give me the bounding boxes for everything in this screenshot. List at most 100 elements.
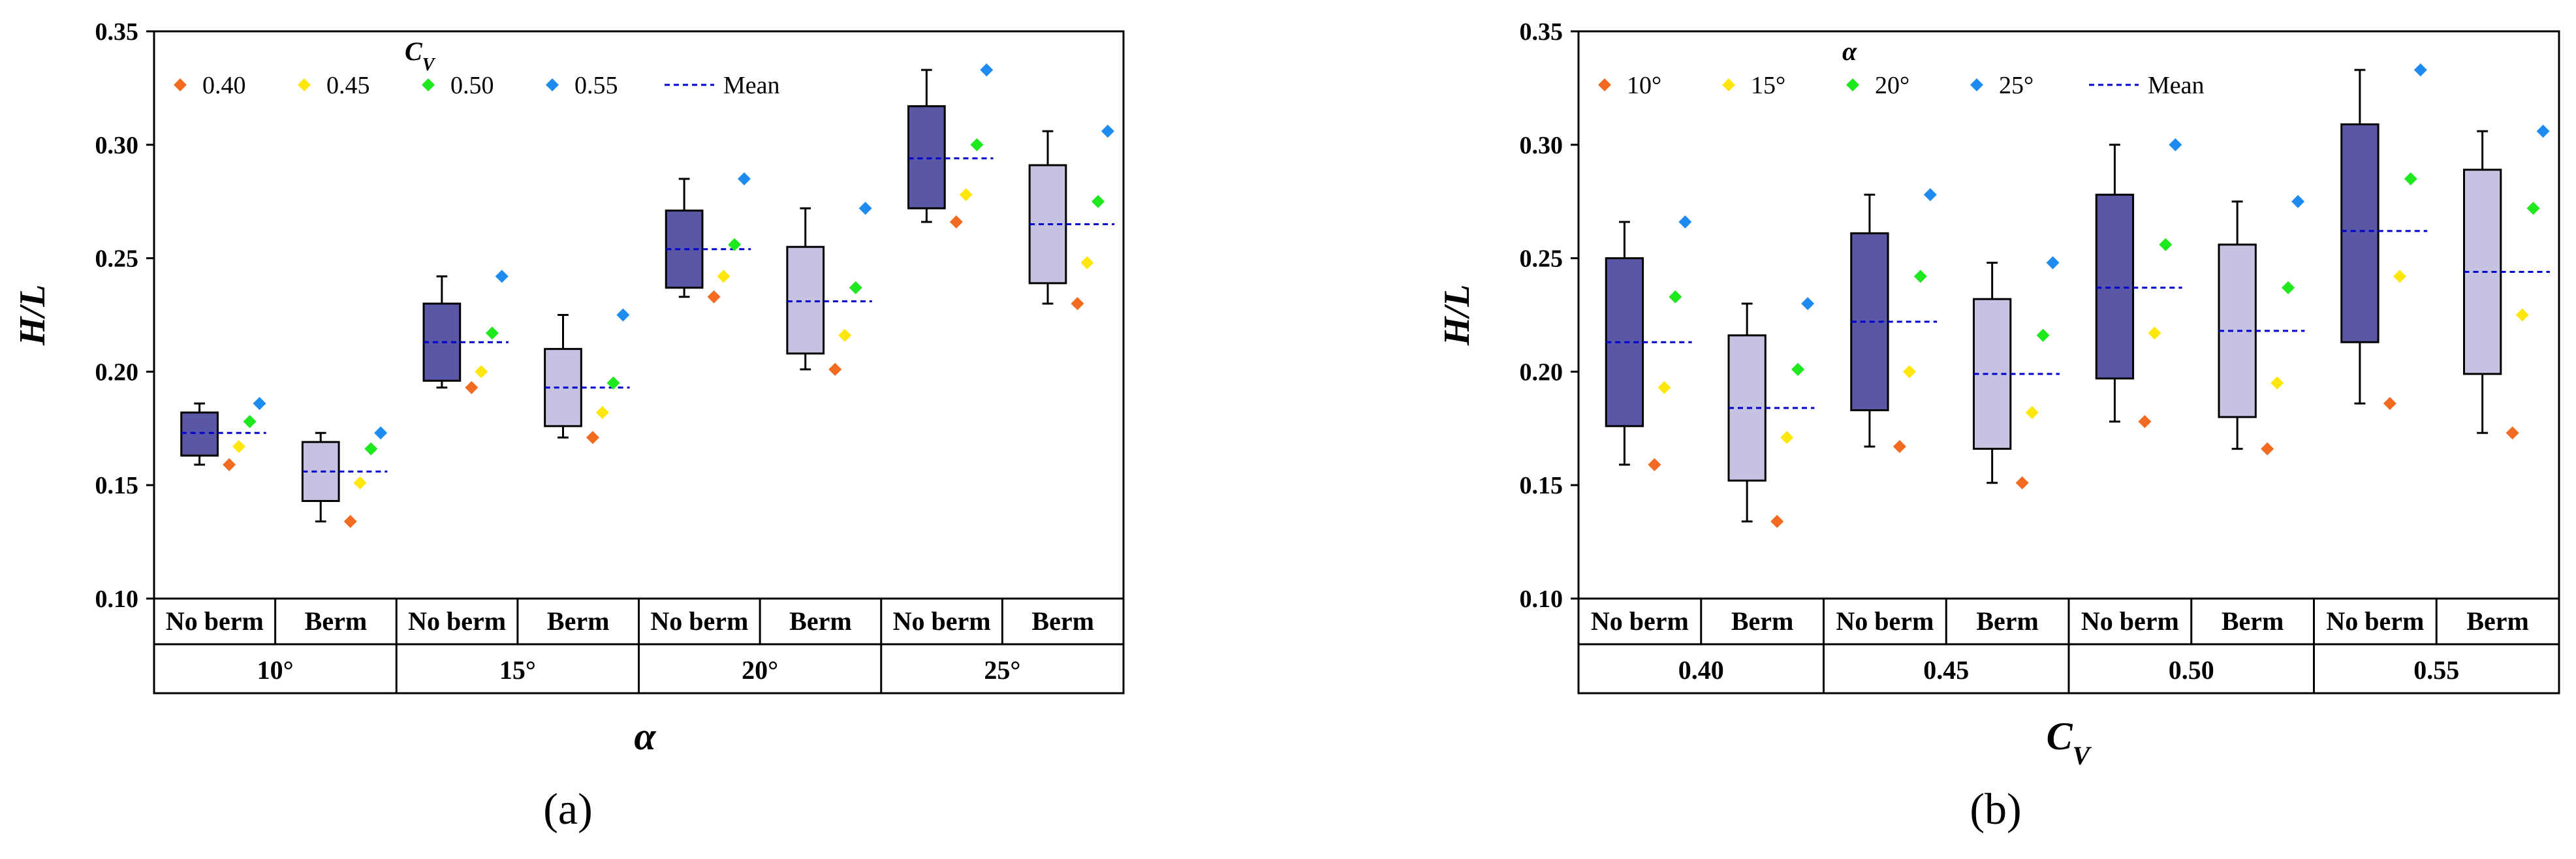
box-no-berm: [2095, 138, 2182, 428]
legend-label: 0.45: [326, 72, 370, 99]
box-no-berm: [2340, 63, 2428, 411]
legend-title: α: [1842, 37, 1857, 66]
legend-label: 25°: [1999, 72, 2034, 99]
data-point-2: [970, 138, 984, 151]
y-tick-label: 0.15: [1520, 472, 1563, 499]
data-point-1: [595, 405, 609, 419]
data-point-1: [1780, 431, 1794, 445]
data-point-0: [707, 290, 721, 304]
group-label: 0.40: [1678, 655, 1724, 685]
data-point-1: [2270, 376, 2284, 390]
data-point-2: [1669, 290, 1682, 304]
sub-label: Berm: [789, 606, 852, 636]
data-point-1: [717, 270, 730, 283]
legend-title-subscript: V: [422, 55, 436, 75]
data-point-2: [2036, 328, 2050, 342]
y-tick-label: 0.10: [95, 586, 139, 613]
data-point-3: [1923, 188, 1937, 202]
box-berm: [2462, 124, 2550, 440]
legend-label: 20°: [1875, 72, 1909, 99]
y-tick-label: 0.20: [1520, 358, 1563, 386]
group-label: 20°: [742, 655, 778, 685]
data-point-0: [828, 362, 842, 376]
data-point-2: [2526, 202, 2540, 215]
data-point-2: [2282, 281, 2295, 294]
legend-marker: [546, 78, 559, 91]
data-point-2: [2404, 172, 2417, 185]
x-axis-label-subscript: V: [2073, 741, 2092, 770]
data-point-1: [353, 476, 367, 490]
y-tick-label: 0.25: [95, 245, 139, 273]
box-no-berm: [1850, 188, 1938, 454]
box-berm: [1028, 124, 1115, 311]
data-point-3: [1101, 124, 1114, 138]
sub-label: Berm: [305, 606, 368, 636]
legend-marker: [1970, 78, 1983, 91]
group-label: 15°: [499, 655, 536, 685]
legend-title: CV: [405, 37, 436, 75]
y-tick-label: 0.25: [1520, 245, 1563, 273]
data-point-0: [949, 215, 963, 228]
sub-label: No berm: [650, 606, 748, 636]
data-point-1: [1657, 381, 1671, 394]
box-no-berm: [907, 63, 994, 228]
data-point-1: [475, 365, 488, 379]
legend: CV 0.40 0.45 0.50 0.55 Mean: [174, 37, 780, 99]
box-no-berm: [180, 397, 266, 471]
legend-marker: [422, 78, 435, 91]
box-body: [2340, 123, 2380, 343]
sub-label: Berm: [1731, 606, 1794, 636]
group-label: 0.50: [2169, 655, 2214, 685]
data-point-3: [2169, 138, 2182, 151]
data-point-2: [606, 376, 620, 390]
data-point-0: [2138, 414, 2152, 428]
sub-label: No berm: [408, 606, 506, 636]
plot-frame: [1577, 30, 2560, 695]
group-label: 25°: [984, 655, 1020, 685]
group-label: 0.45: [1923, 655, 1969, 685]
box-berm: [2218, 195, 2305, 456]
legend: α 10° 15° 20° 25° Mean: [1598, 37, 2205, 99]
data-point-3: [495, 270, 509, 283]
data-point-1: [1902, 365, 1916, 379]
data-point-2: [1092, 195, 1105, 208]
legend-label: Mean: [723, 72, 780, 99]
box-no-berm: [1605, 215, 1692, 471]
data-point-3: [980, 63, 994, 77]
data-point-1: [2148, 326, 2161, 340]
box-body: [786, 245, 825, 355]
legend-label: Mean: [2148, 72, 2205, 99]
legend-marker: [1598, 78, 1611, 91]
box-berm: [544, 308, 630, 445]
legend-marker: [174, 78, 187, 91]
data-point-0: [1770, 514, 1784, 528]
group-label: 10°: [257, 655, 294, 685]
data-point-2: [2159, 238, 2173, 251]
y-tick-label: 0.30: [1520, 132, 1563, 159]
data-point-3: [858, 202, 872, 215]
y-tick-label: 0.15: [95, 472, 139, 499]
sub-label: Berm: [2222, 606, 2284, 636]
data-point-0: [2505, 426, 2519, 440]
box-body: [907, 105, 946, 210]
box-no-berm: [422, 270, 509, 394]
data-point-1: [959, 188, 973, 202]
plot-frame: [153, 30, 1125, 695]
y-tick-label: 0.20: [95, 358, 139, 386]
chart-panel-a: 0.10 0.15 0.20 0.25 0.30 0.35 H/L 10° No berm Ber…: [12, 18, 1125, 834]
box-body: [2095, 193, 2135, 380]
legend-marker: [1722, 78, 1735, 91]
legend-marker: [1846, 78, 1859, 91]
sub-label: No berm: [893, 606, 991, 636]
data-point-1: [1080, 256, 1094, 270]
data-point-3: [2413, 63, 2427, 77]
chart-panel-b: 0.10 0.15 0.20 0.25 0.30 0.35 H/L 0.40 No berm Be…: [1437, 18, 2560, 834]
data-point-3: [2536, 124, 2550, 138]
box-berm: [1727, 297, 1815, 528]
data-point-3: [2291, 195, 2305, 208]
data-point-0: [465, 381, 479, 394]
data-point-3: [737, 172, 751, 185]
data-point-0: [343, 514, 357, 528]
